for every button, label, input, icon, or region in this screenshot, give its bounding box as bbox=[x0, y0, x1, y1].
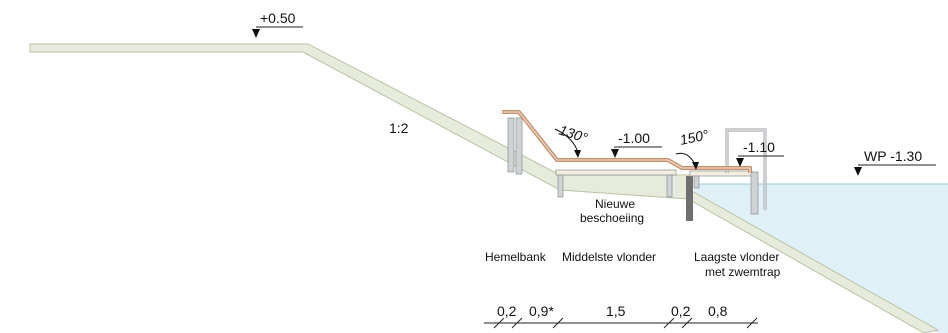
level-top-marker bbox=[252, 29, 260, 38]
dimension-value: 1,5 bbox=[606, 303, 626, 319]
hemelbank-post bbox=[515, 117, 523, 175]
dimension-tick bbox=[493, 317, 505, 329]
dimension-tick bbox=[746, 317, 758, 329]
angle-lower-text: 150° bbox=[678, 126, 710, 148]
slope-label: 1:2 bbox=[389, 120, 409, 136]
dimension-value: 0,8 bbox=[708, 303, 728, 319]
zone-label-lowest-deck-line2: met zwemtrap bbox=[705, 265, 781, 279]
hemelbank-post bbox=[507, 117, 515, 173]
dimension-value: 0,2 bbox=[497, 303, 517, 319]
middle-deck-post bbox=[666, 174, 673, 198]
zone-label-middle-deck: Middelste vlonder bbox=[562, 250, 656, 264]
dimension-tick bbox=[552, 317, 564, 329]
level-water-text: WP -1.30 bbox=[864, 148, 922, 164]
zone-label-lowest-deck-line1: Laagste vlonder bbox=[694, 250, 779, 264]
middle-deck-post bbox=[557, 174, 564, 198]
dimension-tick bbox=[663, 317, 675, 329]
level-water-marker bbox=[854, 167, 862, 176]
lowest-deck-board bbox=[689, 170, 753, 177]
dimension-value: 0,9* bbox=[529, 303, 554, 319]
water-body bbox=[694, 184, 948, 333]
level-low-marker bbox=[736, 158, 744, 167]
dimension-tick bbox=[511, 317, 523, 329]
dimension-value: 0,2 bbox=[671, 303, 691, 319]
level-top-text: +0.50 bbox=[260, 10, 296, 26]
zone-label-hemelbank: Hemelbank bbox=[485, 250, 547, 264]
new-revetment-label-line2: beschoeiing bbox=[580, 211, 644, 225]
lowest-deck-post bbox=[693, 175, 700, 189]
angle-upper-text: 130° bbox=[557, 122, 590, 146]
middle-deck-board bbox=[555, 169, 677, 176]
swim-ladder-leg bbox=[750, 171, 759, 215]
sheet-pile bbox=[686, 176, 693, 221]
level-low-text: -1.10 bbox=[743, 139, 775, 155]
new-revetment-label-line1: Nieuwe bbox=[595, 197, 635, 211]
level-mid-text: -1.00 bbox=[618, 130, 650, 146]
level-mid-marker bbox=[611, 149, 619, 158]
dimension-tick bbox=[681, 317, 693, 329]
